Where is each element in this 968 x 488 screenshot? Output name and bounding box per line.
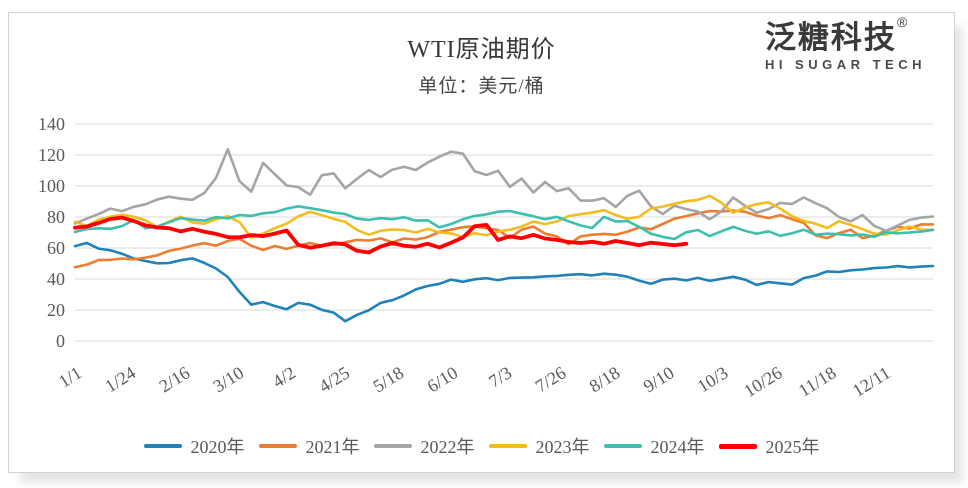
legend-label: 2023年 [535,437,590,457]
legend-item-2025: 2025年 [718,433,820,459]
x-axis-tick-label: 4/2 [269,362,299,391]
x-axis-tick-label: 1/1 [55,362,85,391]
brand-name: 泛糖科技® [764,14,926,55]
registered-mark-icon: ® [896,14,910,30]
legend-swatch-icon [603,444,642,448]
series-line-2025 [73,215,689,255]
legend-item-2021: 2021年 [258,433,360,459]
legend-label: 2020年 [190,437,245,457]
x-axis-tick-label: 4/25 [315,362,353,396]
chart-card: WTI原油期价 单位：美元/桶 泛糖科技® HI SUGAR TECH 2020… [8,12,955,473]
y-axis-tick-label: 0 [56,331,65,351]
x-axis-tick-label: 9/10 [640,362,678,396]
x-axis-tick-label: 5/18 [369,362,407,396]
x-axis-tick-label: 3/10 [210,362,248,396]
legend-swatch-icon [718,443,757,449]
brand-subtitle: HI SUGAR TECH [764,57,926,73]
x-axis-tick-label: 2/16 [156,362,194,396]
legend-swatch-icon [258,444,297,448]
x-axis-tick-label: 10/3 [694,362,732,396]
legend-swatch-icon [143,444,182,448]
x-axis-tick-label: 12/11 [849,362,894,400]
x-axis-tick-label: 1/24 [101,362,139,396]
x-axis-tick-label: 6/10 [423,362,461,396]
legend-item-2024: 2024年 [603,433,705,459]
legend-label: 2021年 [305,437,360,457]
series-line-2021 [73,209,935,269]
chart-legend: 2020年 2021年 2022年 2023年 2024年 2025年 [9,433,954,459]
y-axis-tick-label: 100 [38,176,65,196]
x-axis-tick-label: 11/18 [795,362,840,400]
legend-item-2020: 2020年 [143,433,245,459]
series-line-2022 [73,148,935,233]
legend-swatch-icon [373,444,412,448]
legend-label: 2022年 [420,437,475,457]
brand-logo: 泛糖科技® HI SUGAR TECH [764,14,926,73]
legend-label: 2025年 [765,437,820,457]
series-line-2024 [73,205,935,241]
y-axis-tick-label: 60 [47,238,65,258]
series-line-2023 [73,194,935,239]
y-axis-tick-label: 20 [47,300,65,320]
x-axis-tick-label: 7/3 [485,362,515,391]
y-axis-tick-label: 80 [47,207,65,227]
series-line-2020 [73,241,935,323]
legend-item-2022: 2022年 [373,433,475,459]
x-axis-tick-label: 10/26 [740,362,785,401]
y-axis-tick-label: 140 [38,114,65,134]
legend-label: 2024年 [650,437,705,457]
legend-item-2023: 2023年 [488,433,590,459]
brand-name-text: 泛糖科技 [764,20,897,55]
y-axis-tick-label: 120 [38,145,65,165]
legend-swatch-icon [488,444,527,448]
y-axis-tick-label: 40 [47,269,65,289]
x-axis-tick-label: 8/18 [586,362,624,396]
x-axis-tick-label: 7/26 [532,362,570,396]
